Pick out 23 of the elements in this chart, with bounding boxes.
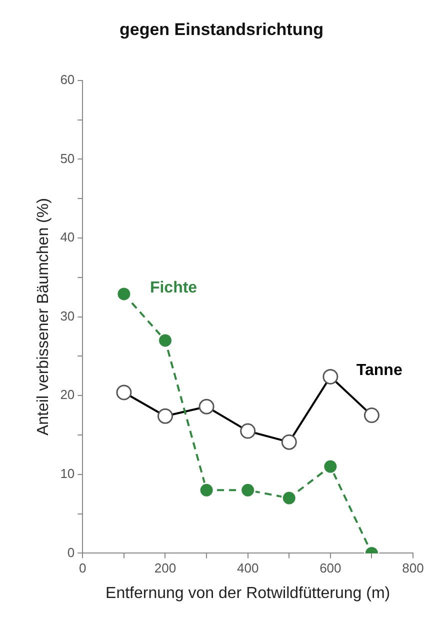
chart-title: gegen Einstandsrichtung — [119, 20, 324, 39]
point — [322, 458, 338, 474]
point — [240, 482, 256, 498]
y-tick-label: 50 — [60, 150, 75, 166]
x-tick-label: 0 — [79, 560, 86, 576]
y-tick-label: 40 — [60, 230, 75, 245]
x-tick-label: 600 — [320, 560, 342, 576]
point — [157, 332, 173, 348]
series-label: Fichte — [150, 279, 198, 296]
point — [281, 490, 297, 506]
y-tick-label: 20 — [60, 387, 75, 402]
y-tick-label: 10 — [60, 466, 75, 481]
x-tick-label: 200 — [154, 560, 176, 576]
series-label: Tanne — [356, 362, 402, 380]
y-tick-label: 60 — [60, 72, 75, 87]
y-tick-label: 30 — [60, 308, 75, 324]
y-tick-label: 0 — [67, 544, 75, 560]
x-axis-title: Entfernung von der Rotwildfütterung (m) — [106, 584, 390, 602]
x-tick-label: 400 — [236, 560, 259, 576]
point — [116, 286, 132, 302]
point — [198, 482, 214, 498]
x-tick-label: 800 — [402, 560, 424, 576]
y-axis-title: Anteil verbissener Bäumchen (%) — [35, 198, 52, 436]
